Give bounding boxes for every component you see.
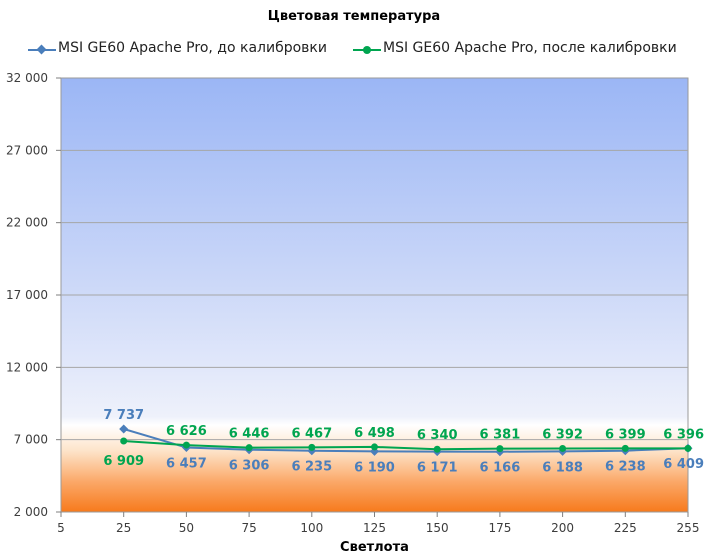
data-label: 6 188	[542, 460, 583, 475]
y-tick-label: 32 000	[6, 71, 48, 85]
data-point-marker	[559, 444, 567, 452]
x-tick-label: 125	[363, 521, 386, 535]
x-tick-label: 200	[551, 521, 574, 535]
data-point-marker	[496, 445, 504, 453]
data-label: 6 171	[417, 461, 458, 476]
y-tick-label: 27 000	[6, 143, 48, 157]
data-label: 6 409	[663, 457, 704, 472]
data-point-marker	[371, 443, 378, 451]
data-label: 6 306	[229, 459, 270, 474]
data-label: 6 238	[605, 460, 646, 475]
legend-label-after: MSI GE60 Apache Pro, после калибровки	[383, 40, 677, 56]
y-tick-label: 22 000	[6, 216, 48, 230]
data-label: 6 235	[291, 460, 332, 475]
y-tick-label: 12 000	[6, 360, 48, 374]
data-label: 6 467	[291, 426, 332, 441]
legend: MSI GE60 Apache Pro, до калибровки MSI G…	[0, 40, 708, 60]
x-tick-label: 5	[57, 521, 65, 535]
x-tick-label: 150	[426, 521, 449, 535]
data-point-marker	[433, 445, 441, 453]
data-label: 6 498	[354, 426, 395, 441]
data-label: 6 190	[354, 460, 395, 475]
data-label: 6 381	[480, 428, 521, 443]
chart-title: Цветовая температура	[267, 9, 441, 24]
legend-label-before: MSI GE60 Apache Pro, до калибровки	[58, 40, 327, 56]
data-label: 7 737	[103, 408, 144, 423]
data-label: 6 626	[166, 424, 207, 439]
x-tick-label: 175	[488, 521, 511, 535]
x-tick-label: 225	[614, 521, 637, 535]
y-tick-label: 7 000	[14, 433, 48, 447]
data-label: 6 396	[663, 427, 704, 442]
data-label: 6 909	[103, 454, 144, 469]
x-tick-label: 100	[300, 521, 323, 535]
data-point-marker	[308, 443, 316, 451]
circle-marker-icon	[363, 46, 371, 54]
y-tick-label: 2 000	[14, 505, 48, 519]
x-axis-label: Светлота	[340, 540, 409, 555]
data-label: 6 399	[605, 427, 646, 442]
data-label: 6 457	[166, 457, 207, 472]
data-label: 6 166	[480, 461, 521, 476]
data-label: 6 340	[417, 428, 458, 443]
data-point-marker	[621, 444, 629, 452]
series-line-0	[123, 428, 689, 453]
data-label: 6 392	[542, 427, 583, 442]
series-line-1	[123, 439, 689, 451]
data-point-marker	[119, 424, 129, 434]
data-point-marker	[120, 437, 128, 445]
data-point-marker	[182, 441, 190, 449]
y-tick-label: 17 000	[6, 288, 48, 302]
data-label: 6 446	[229, 427, 270, 442]
x-tick-label: 50	[179, 521, 194, 535]
x-tick-label: 255	[677, 521, 700, 535]
data-point-marker	[684, 444, 692, 452]
x-tick-label: 75	[241, 521, 256, 535]
x-tick-label: 25	[116, 521, 131, 535]
data-point-marker	[245, 444, 253, 452]
